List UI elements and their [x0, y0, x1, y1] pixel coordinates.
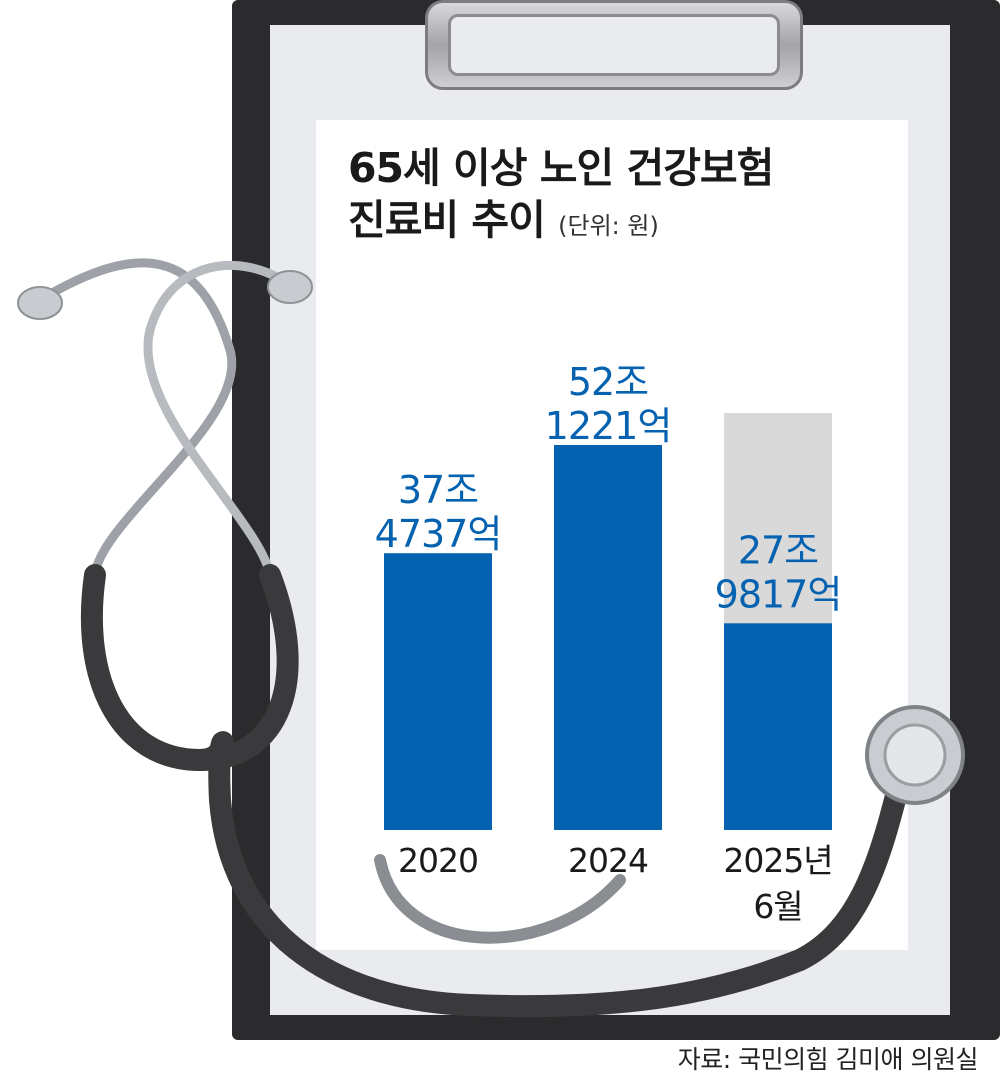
source-note: 자료: 국민의힘 김미애 의원실 [677, 1045, 979, 1074]
chart-unit: (단위: 원) [558, 212, 659, 240]
data-label: 27조 [738, 528, 818, 572]
x-tick-label: 2025년 [723, 841, 832, 880]
data-label: 4737억 [375, 512, 502, 556]
data-label: 9817억 [715, 572, 842, 616]
data-label: 37조 [398, 468, 478, 512]
bar [724, 623, 832, 830]
clipboard-clip-opening [448, 14, 780, 76]
x-tick-label: 2024 [568, 841, 648, 880]
chart-title-line1: 65세 이상 노인 건강보험 [348, 144, 774, 192]
data-label: 52조 [568, 360, 648, 404]
bar [384, 553, 492, 830]
x-tick-label: 6월 [753, 887, 802, 926]
data-label: 1221억 [545, 404, 672, 448]
x-tick-label: 2020 [398, 841, 478, 880]
bar [554, 445, 662, 830]
chart-title: 65세 이상 노인 건강보험 진료비 추이 (단위: 원) [348, 142, 774, 252]
chart-title-line2: 진료비 추이 [348, 196, 546, 244]
